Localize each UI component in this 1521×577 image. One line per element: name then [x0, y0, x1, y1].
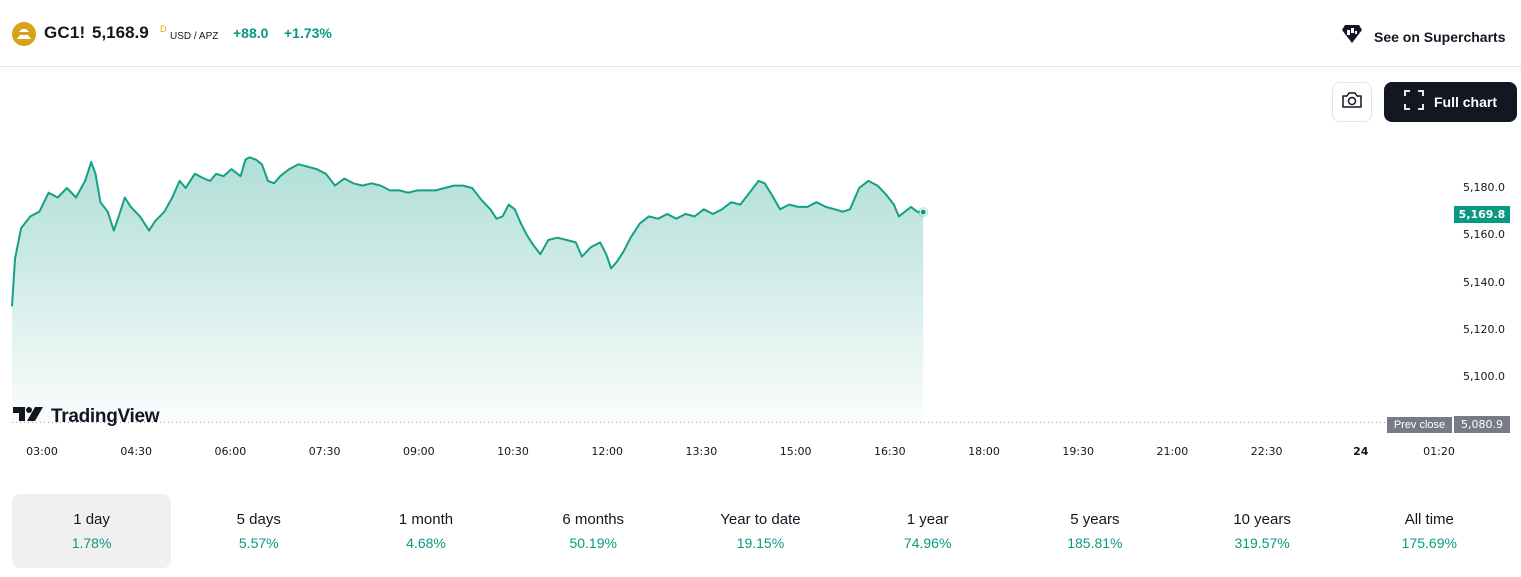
x-tick-label: 16:30	[873, 445, 906, 458]
period-option[interactable]: 5 days 5.57%	[179, 494, 338, 568]
x-tick-label: 15:00	[779, 445, 812, 458]
period-label: Year to date	[720, 511, 801, 528]
period-return: 74.96%	[903, 535, 952, 551]
price-change-percent: +1.73%	[284, 25, 332, 41]
period-option[interactable]: Year to date 19.15%	[681, 494, 840, 568]
period-return: 19.15%	[736, 535, 785, 551]
x-tick-label: 03:00	[26, 445, 58, 458]
period-option[interactable]: All time 175.69%	[1350, 494, 1509, 568]
see-on-supercharts-link[interactable]: See on Supercharts	[1340, 22, 1506, 51]
period-return: 1.78%	[71, 535, 112, 551]
y-tick-label: 5,140.0	[1463, 275, 1505, 289]
tradingview-label: TradingView	[51, 405, 160, 427]
x-tick-label: 22:30	[1250, 445, 1283, 458]
price-change: +88.0	[233, 25, 269, 41]
period-label: 1 day	[73, 511, 110, 528]
period-return: 50.19%	[569, 535, 617, 551]
x-tick-label: 13:30	[685, 445, 718, 458]
period-return: 319.57%	[1234, 535, 1290, 551]
y-tick-label: 5,120.0	[1463, 322, 1505, 336]
y-tick-label: 5,160.0	[1463, 228, 1505, 242]
x-tick-label: 04:30	[120, 445, 153, 458]
price-series-line	[11, 156, 924, 307]
period-option[interactable]: 5 years 185.81%	[1015, 494, 1174, 568]
x-tick-label: 01:20	[1423, 445, 1455, 458]
tradingview-watermark[interactable]: TradingView	[13, 405, 160, 428]
price-area-fill	[12, 157, 924, 423]
fullscreen-icon	[1404, 89, 1424, 115]
period-label: 1 month	[398, 511, 454, 528]
x-tick-label: 09:00	[402, 445, 435, 458]
period-label: All time	[1404, 511, 1454, 528]
period-option[interactable]: 10 years 319.57%	[1183, 494, 1342, 568]
period-label: 1 year	[906, 511, 949, 528]
camera-icon	[1341, 91, 1363, 114]
y-tick-label: 5,180.0	[1463, 181, 1505, 194]
x-tick-label: 21:00	[1156, 445, 1189, 458]
last-price-badge: 5,169.8	[1454, 206, 1510, 223]
supercharts-label: See on Supercharts	[1374, 28, 1506, 45]
last-point-marker	[919, 208, 927, 216]
x-tick-label: 07:30	[308, 445, 341, 458]
tradingview-logo-icon	[13, 405, 45, 428]
period-option[interactable]: 1 day 1.78%	[12, 494, 172, 568]
period-return: 185.81%	[1067, 535, 1123, 551]
symbol-header: GC1! 5,168.9 D USD / APZ +88.0 +1.73% Se…	[0, 0, 1521, 67]
period-return: 5.57%	[238, 535, 279, 551]
snapshot-button[interactable]	[1332, 82, 1372, 122]
period-label: 5 days	[236, 511, 281, 528]
period-return: 4.68%	[406, 535, 446, 551]
x-tick-label: 10:30	[497, 445, 529, 458]
period-label: 5 years	[1070, 511, 1120, 528]
y-tick-label: 5,100.0	[1463, 370, 1505, 384]
full-chart-button[interactable]: Full chart	[1384, 82, 1517, 122]
x-tick-label: 06:00	[214, 445, 247, 458]
prev-close-value: 5,080.9	[1454, 416, 1510, 433]
full-chart-label: Full chart	[1434, 94, 1498, 110]
symbol-name[interactable]: GC1!	[44, 23, 86, 42]
x-tick-label: 19:30	[1062, 445, 1095, 458]
period-label: 10 years	[1233, 511, 1291, 528]
x-tick-label: 24	[1353, 445, 1369, 458]
period-option[interactable]: 1 year 74.96%	[848, 494, 1007, 568]
currency-label: USD / APZ	[170, 31, 219, 42]
period-selector: 1 day 1.78% 5 days 5.57% 1 month 4.68% 6 month…	[12, 494, 1517, 568]
delayed-marker: D	[160, 24, 167, 34]
period-option[interactable]: 1 month 4.68%	[346, 494, 505, 568]
price-chart[interactable]	[0, 130, 1521, 430]
current-price: 5,168.9	[92, 23, 149, 42]
x-tick-label: 18:00	[968, 445, 1000, 458]
period-option[interactable]: 6 months 50.19%	[514, 494, 673, 568]
prev-close-label: Prev close	[1387, 417, 1452, 433]
x-tick-label: 12:00	[591, 445, 624, 458]
period-label: 6 months	[562, 511, 625, 528]
gold-logo-icon	[12, 22, 36, 46]
period-return: 175.69%	[1401, 535, 1457, 551]
supercharts-icon	[1340, 22, 1364, 51]
